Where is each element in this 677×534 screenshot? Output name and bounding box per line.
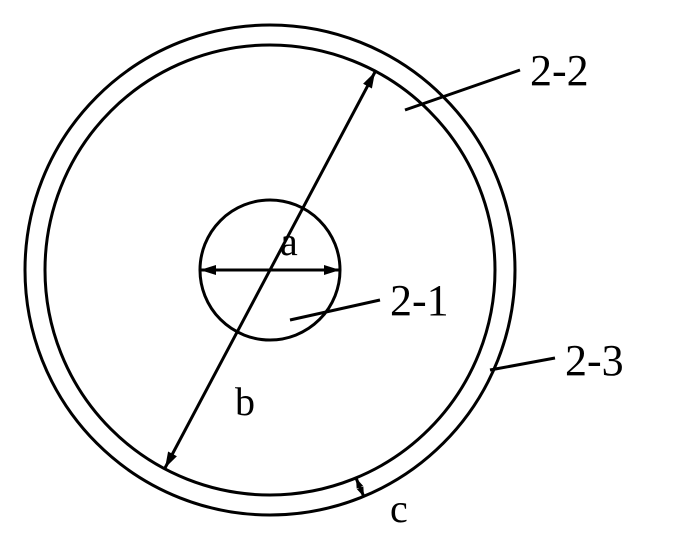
c23-callout-label: 2-3	[565, 336, 624, 385]
c22-callout-label: 2-2	[530, 46, 589, 95]
b-dimension-label: b	[235, 379, 255, 424]
diagram-svg: a b c 2-2 2-1 2-3	[0, 0, 677, 534]
a-dimension-label: a	[280, 219, 298, 264]
c21-callout-label: 2-1	[390, 276, 449, 325]
c-dimension-label: c	[390, 486, 408, 531]
